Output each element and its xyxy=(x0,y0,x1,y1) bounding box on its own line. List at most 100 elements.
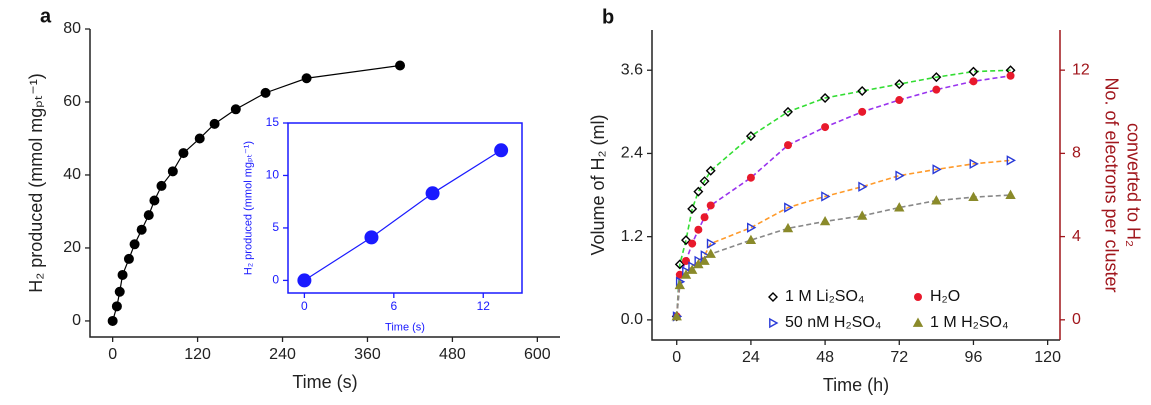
marker xyxy=(1006,71,1015,80)
marker xyxy=(686,264,698,274)
x-tick-label: 48 xyxy=(816,349,834,366)
marker xyxy=(969,158,979,170)
x-tick-label: 120 xyxy=(1034,349,1061,366)
marker xyxy=(819,215,831,226)
y2-axis-label: No. of electrons per cluster xyxy=(1101,77,1121,292)
marker xyxy=(129,239,140,250)
legend-label: 50 nM H₂SO₄ xyxy=(785,314,881,331)
marker xyxy=(858,107,867,116)
marker xyxy=(968,66,979,77)
marker xyxy=(706,238,717,249)
marker xyxy=(675,270,684,279)
marker xyxy=(820,92,831,103)
marker xyxy=(136,224,147,235)
marker xyxy=(745,131,756,142)
marker xyxy=(681,235,691,246)
legend-label: 1 M Li₂SO₄ xyxy=(785,288,864,305)
y-tick-label: 60 xyxy=(63,93,81,110)
y-tick-label: 0 xyxy=(272,273,279,287)
x-tick-label: 0 xyxy=(301,299,308,313)
marker xyxy=(968,191,979,202)
y2-axis-label: converted to H₂ xyxy=(1123,123,1143,247)
marker xyxy=(693,186,704,197)
y-axis-label: H₂ produced (mmol mgₚₜ⁻¹) xyxy=(26,73,46,293)
marker xyxy=(1006,155,1016,166)
panel-label: a xyxy=(40,5,52,27)
x-tick-label: 6 xyxy=(390,299,397,313)
marker xyxy=(209,118,220,129)
marker xyxy=(425,186,440,201)
marker xyxy=(821,123,830,132)
marker xyxy=(782,222,794,233)
y-tick-label: 80 xyxy=(63,20,81,37)
marker xyxy=(858,181,868,192)
marker xyxy=(674,279,686,290)
marker xyxy=(895,96,904,105)
axis-spine xyxy=(651,30,1060,341)
marker xyxy=(895,170,905,181)
y-tick-label: 40 xyxy=(63,166,81,183)
axis-spine xyxy=(89,29,560,338)
x-tick-label: 120 xyxy=(184,346,211,363)
marker xyxy=(931,72,942,83)
x-tick-label: 600 xyxy=(524,346,551,363)
marker xyxy=(671,310,682,321)
marker xyxy=(682,256,690,265)
marker xyxy=(706,201,715,210)
marker xyxy=(745,234,757,245)
marker xyxy=(783,106,793,117)
legend-label: H₂O xyxy=(930,288,960,305)
marker xyxy=(364,230,379,245)
x-tick-label: 72 xyxy=(890,349,908,366)
x-axis-label: Time (s) xyxy=(385,322,425,334)
marker xyxy=(297,273,312,288)
marker xyxy=(784,202,794,213)
marker xyxy=(230,104,241,115)
marker xyxy=(857,86,868,97)
data-line xyxy=(112,64,401,322)
data-line xyxy=(304,149,502,281)
fit-line xyxy=(675,74,1011,317)
marker xyxy=(746,173,755,182)
legend-marker xyxy=(768,292,778,302)
marker xyxy=(107,315,118,326)
marker xyxy=(674,259,685,270)
y2-tick-label: 0 xyxy=(1072,311,1081,328)
marker xyxy=(143,210,154,221)
marker xyxy=(114,286,125,297)
marker xyxy=(700,213,709,222)
y-tick-label: 5 xyxy=(272,220,279,234)
x-tick-label: 0 xyxy=(672,349,681,366)
y-tick-label: 20 xyxy=(63,239,81,256)
legend-marker xyxy=(914,293,922,301)
x-axis-label: Time (h) xyxy=(823,375,889,395)
y-tick-label: 2.4 xyxy=(621,145,643,162)
marker xyxy=(688,239,697,248)
y2-tick-label: 8 xyxy=(1072,145,1081,162)
marker xyxy=(680,269,692,279)
marker xyxy=(747,222,757,233)
marker xyxy=(699,176,710,187)
y-tick-label: 0.0 xyxy=(621,311,643,328)
y-tick-label: 15 xyxy=(266,115,280,129)
y-tick-label: 0 xyxy=(72,312,81,329)
marker xyxy=(699,255,710,265)
x-tick-label: 0 xyxy=(108,346,117,363)
x-tick-label: 96 xyxy=(965,349,983,366)
marker xyxy=(111,301,122,312)
x-axis-label: Time (s) xyxy=(292,372,357,392)
marker xyxy=(784,141,792,150)
marker xyxy=(260,87,271,98)
x-tick-label: 24 xyxy=(742,349,760,366)
marker xyxy=(969,77,978,86)
legend-label: 1 M H₂SO₄ xyxy=(930,314,1009,331)
y-axis-label: H₂ produced (mmol mgₚₜ⁻¹) xyxy=(242,141,254,275)
panel-label: b xyxy=(602,6,614,28)
marker xyxy=(301,73,312,84)
marker xyxy=(694,225,703,234)
marker xyxy=(494,143,509,158)
legend-marker xyxy=(912,317,924,327)
x-tick-label: 12 xyxy=(477,299,491,313)
marker xyxy=(149,195,160,206)
